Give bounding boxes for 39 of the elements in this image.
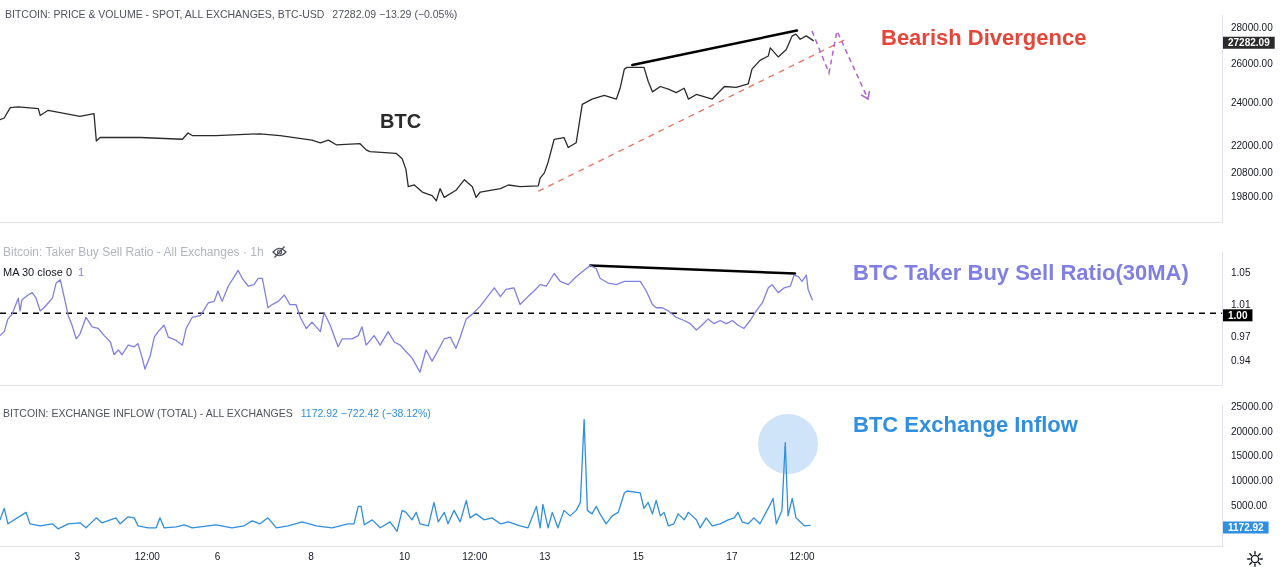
y-tick-label: 19800.00 [1231, 191, 1274, 203]
text: 27282.09 [1228, 36, 1271, 48]
chart-title: BITCOIN: PRICE & VOLUME - SPOT, ALL EXCHANGES, BTC-USD [5, 7, 325, 21]
y-tick-label: 24000.00 [1231, 97, 1274, 109]
text: BTC Exchange Inflow [853, 412, 1078, 438]
x-tick-label: 12:00 [462, 550, 488, 562]
y-tick-label: 28000.00 [1231, 21, 1274, 33]
chart-subtitle: 1172.92 −722.42 (−38.12%) [300, 406, 431, 420]
y-tick-label: 0.94 [1231, 354, 1251, 366]
x-tick-label: 10 [398, 550, 411, 562]
annotation: 1 [78, 266, 85, 278]
chart-subtitle: 27282.09 −13.29 (−0.05%) [332, 7, 458, 21]
x-tick-label: 3 [74, 550, 81, 562]
x-tick-label: 15 [632, 550, 645, 562]
chart-title: Bitcoin: Taker Buy Sell Ratio - All Exchanges · 1h [3, 245, 264, 259]
text: 1172.92 [1228, 521, 1265, 533]
y-tick-label: 0.97 [1231, 330, 1251, 342]
x-tick-label: 6 [214, 550, 221, 562]
y-tick-label: 5000.00 [1231, 500, 1268, 512]
series-label: BTC Taker Buy Sell Ratio(30MA) [853, 260, 1189, 286]
series-label: BTC [380, 109, 422, 133]
x-tick-label: 13 [539, 550, 551, 562]
y-tick-label: 26000.00 [1231, 57, 1274, 69]
text: MA 30 close 0 [3, 266, 73, 278]
y-tick-label: 1.05 [1231, 267, 1251, 279]
x-tick-label: 8 [308, 550, 315, 562]
y-tick-label: 22000.00 [1231, 139, 1274, 151]
x-tick-label: 17 [726, 550, 738, 562]
y-tick-label: 1.01 [1231, 299, 1251, 311]
y-tick-label: 20800.00 [1231, 167, 1274, 179]
annotation: Bearish Divergence [881, 25, 1087, 51]
x-tick-label: 12:00 [789, 550, 815, 562]
chart-title: BITCOIN: EXCHANGE INFLOW (TOTAL) - ALL EXCHANGES [3, 406, 293, 420]
y-tick-label: 15000.00 [1231, 450, 1274, 462]
y-tick-label: 20000.00 [1231, 425, 1274, 437]
x-tick-label: 12:00 [134, 550, 161, 562]
y-tick-label: 10000.00 [1231, 475, 1274, 487]
y-tick-label: 25000.00 [1231, 400, 1274, 412]
ref-line-label: 1.00 [1228, 309, 1248, 321]
